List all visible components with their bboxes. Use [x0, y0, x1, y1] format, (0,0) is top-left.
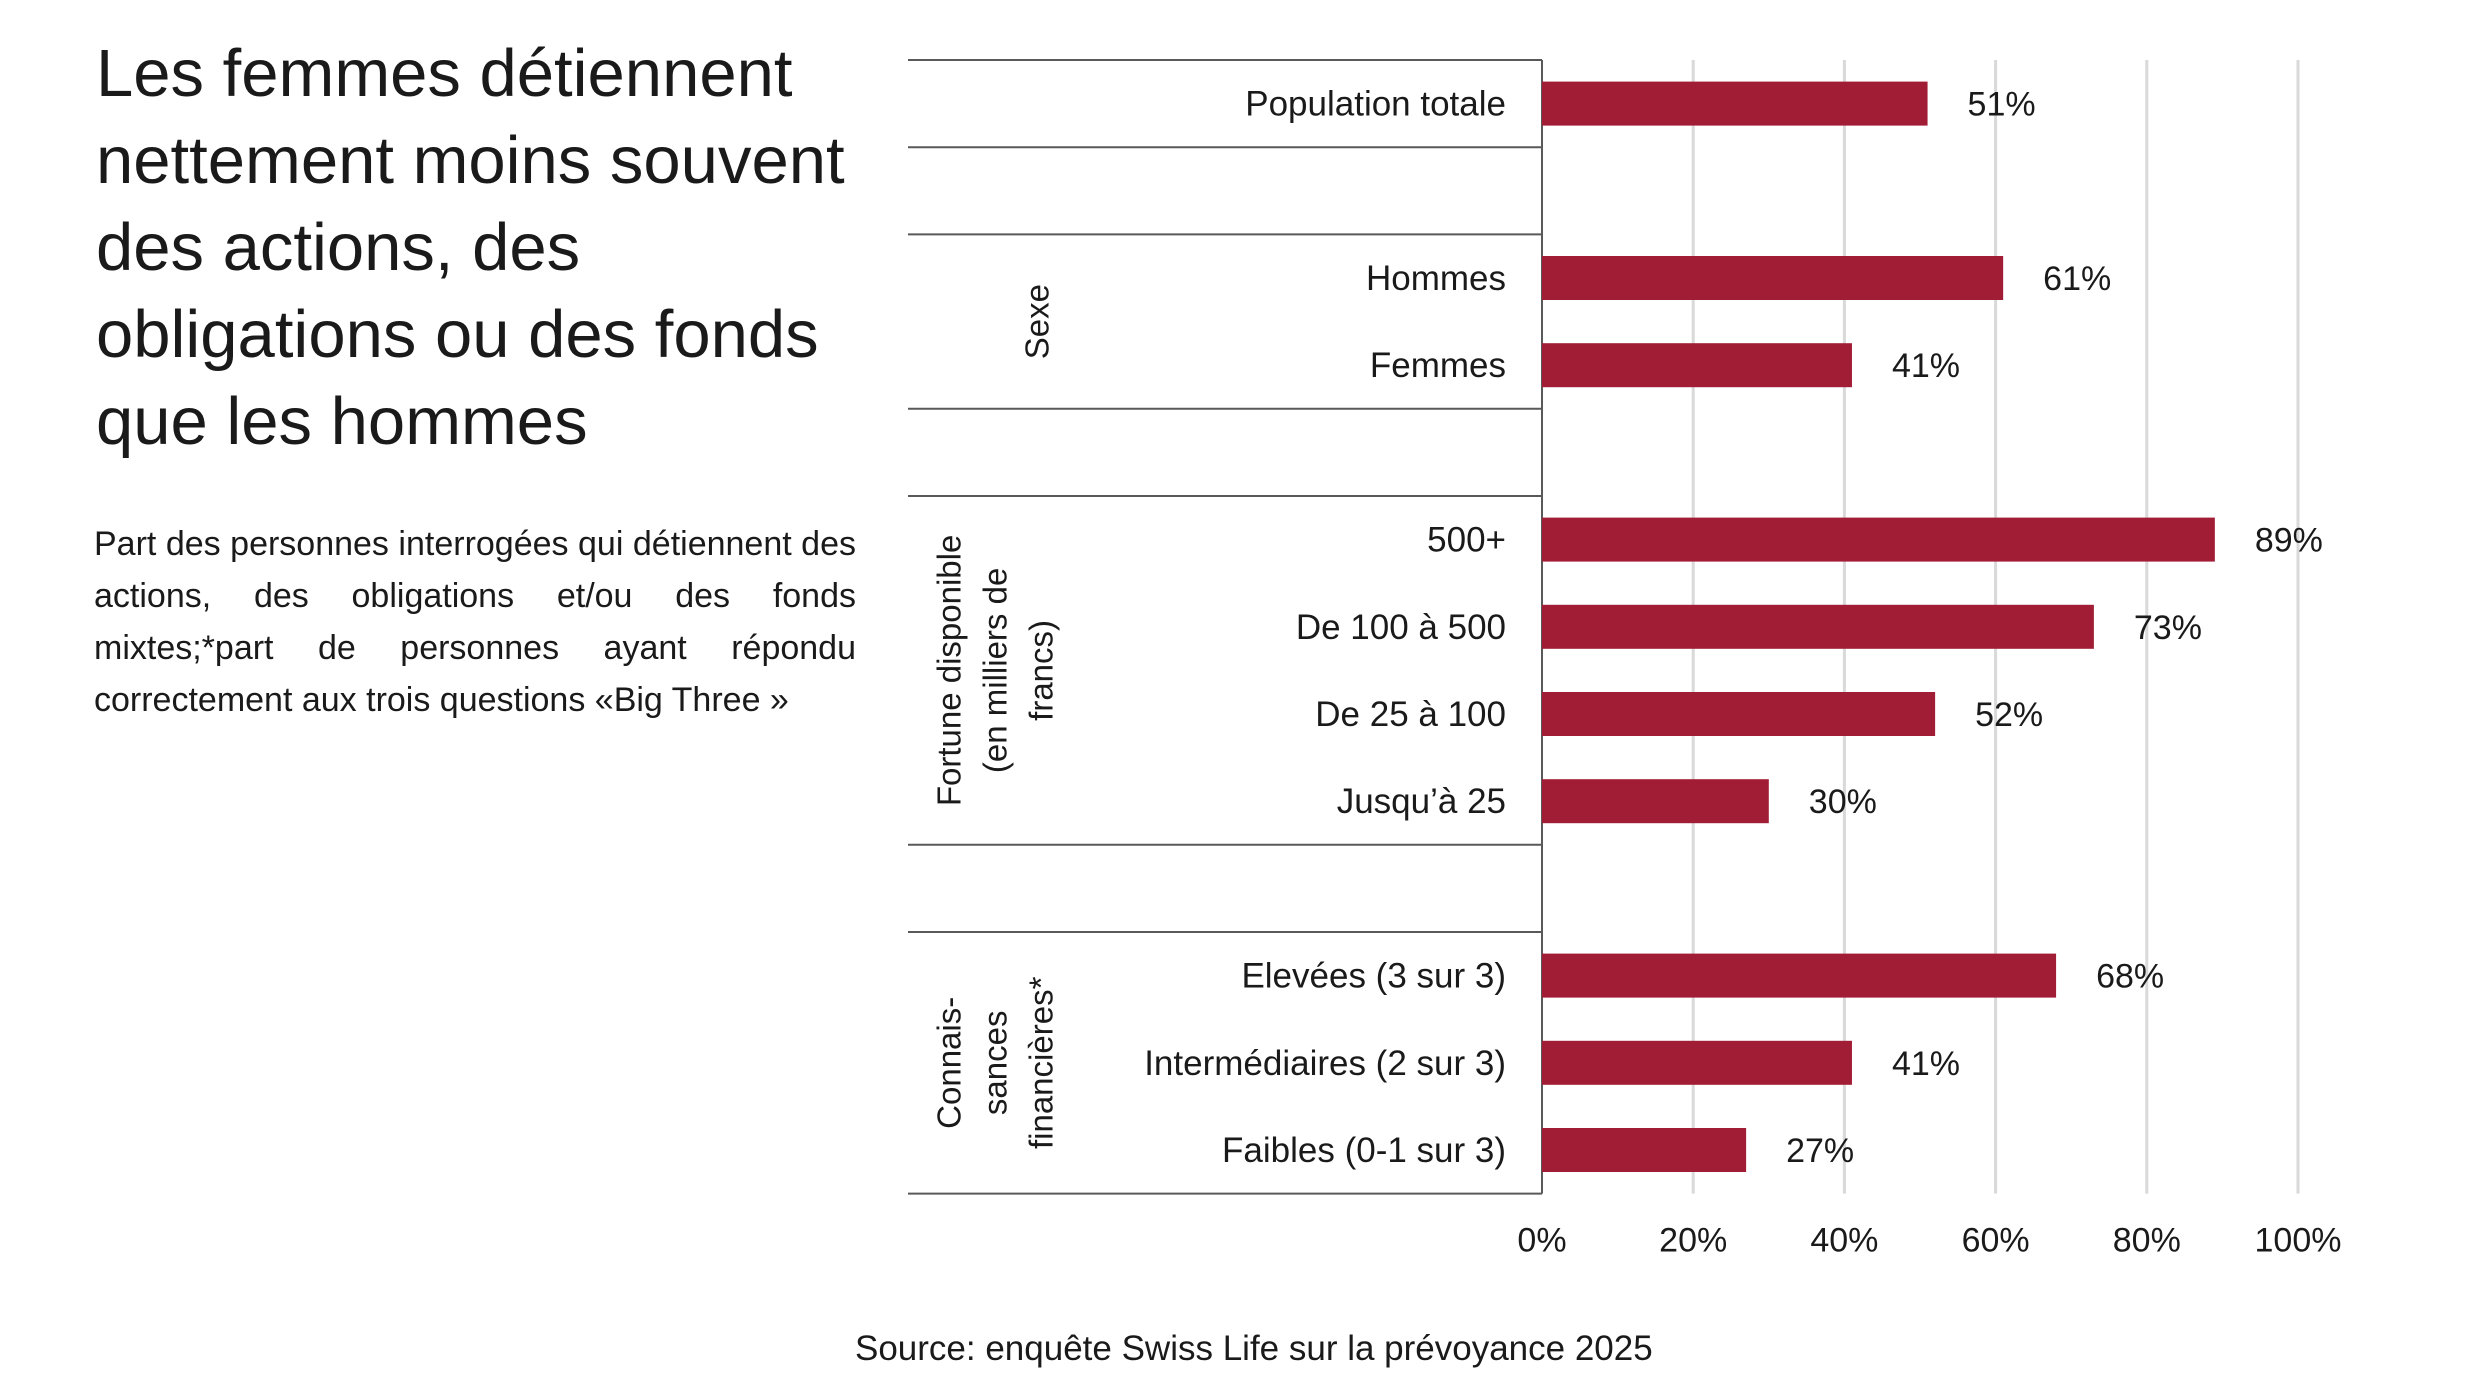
group-label: francs): [1023, 620, 1060, 721]
data-label: 41%: [1892, 347, 1960, 385]
x-tick-label: 40%: [1810, 1222, 1878, 1260]
bar: [1542, 1128, 1747, 1172]
data-label: 52%: [1975, 696, 2043, 734]
category-label: Jusqu’à 25: [1337, 782, 1506, 821]
x-tick-label: 20%: [1659, 1222, 1727, 1260]
x-tick-label: 80%: [2113, 1222, 2181, 1260]
group-label: (en milliers de: [977, 568, 1014, 773]
data-label: 30%: [1809, 783, 1877, 821]
data-label: 51%: [1968, 86, 2036, 124]
bar: [1542, 343, 1852, 388]
category-label: Intermédiaires (2 sur 3): [1144, 1044, 1506, 1083]
category-label: Population totale: [1245, 85, 1506, 124]
group-label: sances: [977, 1011, 1014, 1116]
chart-subtitle: Part des personnes interrogées qui détie…: [94, 525, 856, 719]
bar: [1542, 692, 1936, 736]
category-label: Faibles (0-1 sur 3): [1222, 1131, 1506, 1170]
chart-title: Les femmes détiennent nettement moins so…: [96, 36, 845, 459]
data-label: 89%: [2255, 522, 2323, 560]
group-label: Sexe: [1019, 284, 1056, 359]
bar: [1542, 779, 1769, 824]
category-label: Femmes: [1370, 346, 1506, 385]
x-tick-label: 0%: [1517, 1222, 1566, 1260]
data-label: 73%: [2134, 609, 2202, 647]
category-label: Elevées (3 sur 3): [1241, 957, 1506, 996]
data-label: 61%: [2043, 260, 2111, 298]
bar: [1542, 81, 1928, 126]
data-label: 27%: [1786, 1132, 1854, 1170]
group-label: Fortune disponible: [931, 535, 968, 807]
chart-source: Source: enquête Swiss Life sur la prévoy…: [855, 1329, 1653, 1368]
group-label: financières*: [1023, 976, 1060, 1149]
category-label: 500+: [1427, 521, 1506, 560]
bar: [1542, 517, 2215, 562]
bar: [1542, 953, 2057, 998]
data-label: 41%: [1892, 1045, 1960, 1083]
group-label: Connais-: [931, 997, 968, 1129]
category-label: Hommes: [1366, 259, 1506, 298]
category-label: De 100 à 500: [1296, 608, 1506, 647]
data-label: 68%: [2096, 958, 2164, 996]
bar: [1542, 604, 2094, 649]
x-tick-label: 100%: [2255, 1222, 2342, 1260]
x-tick-label: 60%: [1962, 1222, 2030, 1260]
category-label: De 25 à 100: [1315, 695, 1506, 734]
bar: [1542, 1040, 1852, 1085]
bar: [1542, 256, 2004, 300]
